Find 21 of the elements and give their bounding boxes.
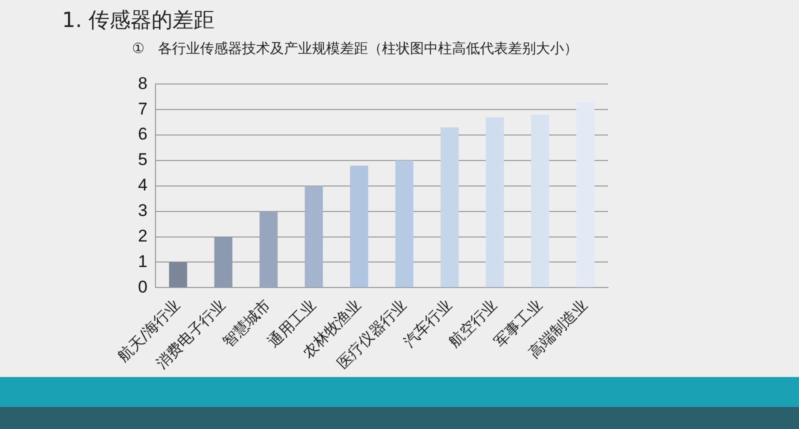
bar bbox=[576, 102, 594, 288]
y-tick-label: 1 bbox=[138, 252, 148, 271]
y-tick-label: 8 bbox=[138, 74, 148, 93]
bar bbox=[440, 127, 459, 288]
y-tick-label: 5 bbox=[138, 150, 148, 170]
y-tick-label: 7 bbox=[138, 99, 148, 118]
bar bbox=[350, 166, 368, 288]
chart-subtitle: ① 各行业传感器技术及产业规模差距（柱状图中柱高低代表差别大小） bbox=[132, 40, 578, 58]
y-tick-label: 0 bbox=[138, 277, 148, 296]
bar bbox=[169, 262, 188, 288]
bar bbox=[260, 211, 278, 288]
y-tick-label: 3 bbox=[138, 201, 148, 220]
bar bbox=[486, 117, 504, 288]
bar bbox=[531, 114, 550, 288]
y-tick-label: 4 bbox=[138, 176, 148, 195]
bar bbox=[304, 186, 323, 288]
y-tick-label: 6 bbox=[138, 124, 148, 144]
bar bbox=[214, 236, 232, 288]
y-tick-label: 2 bbox=[138, 226, 148, 246]
chart-title: 1. 传感器的差距 bbox=[62, 7, 215, 34]
bar bbox=[395, 160, 414, 288]
